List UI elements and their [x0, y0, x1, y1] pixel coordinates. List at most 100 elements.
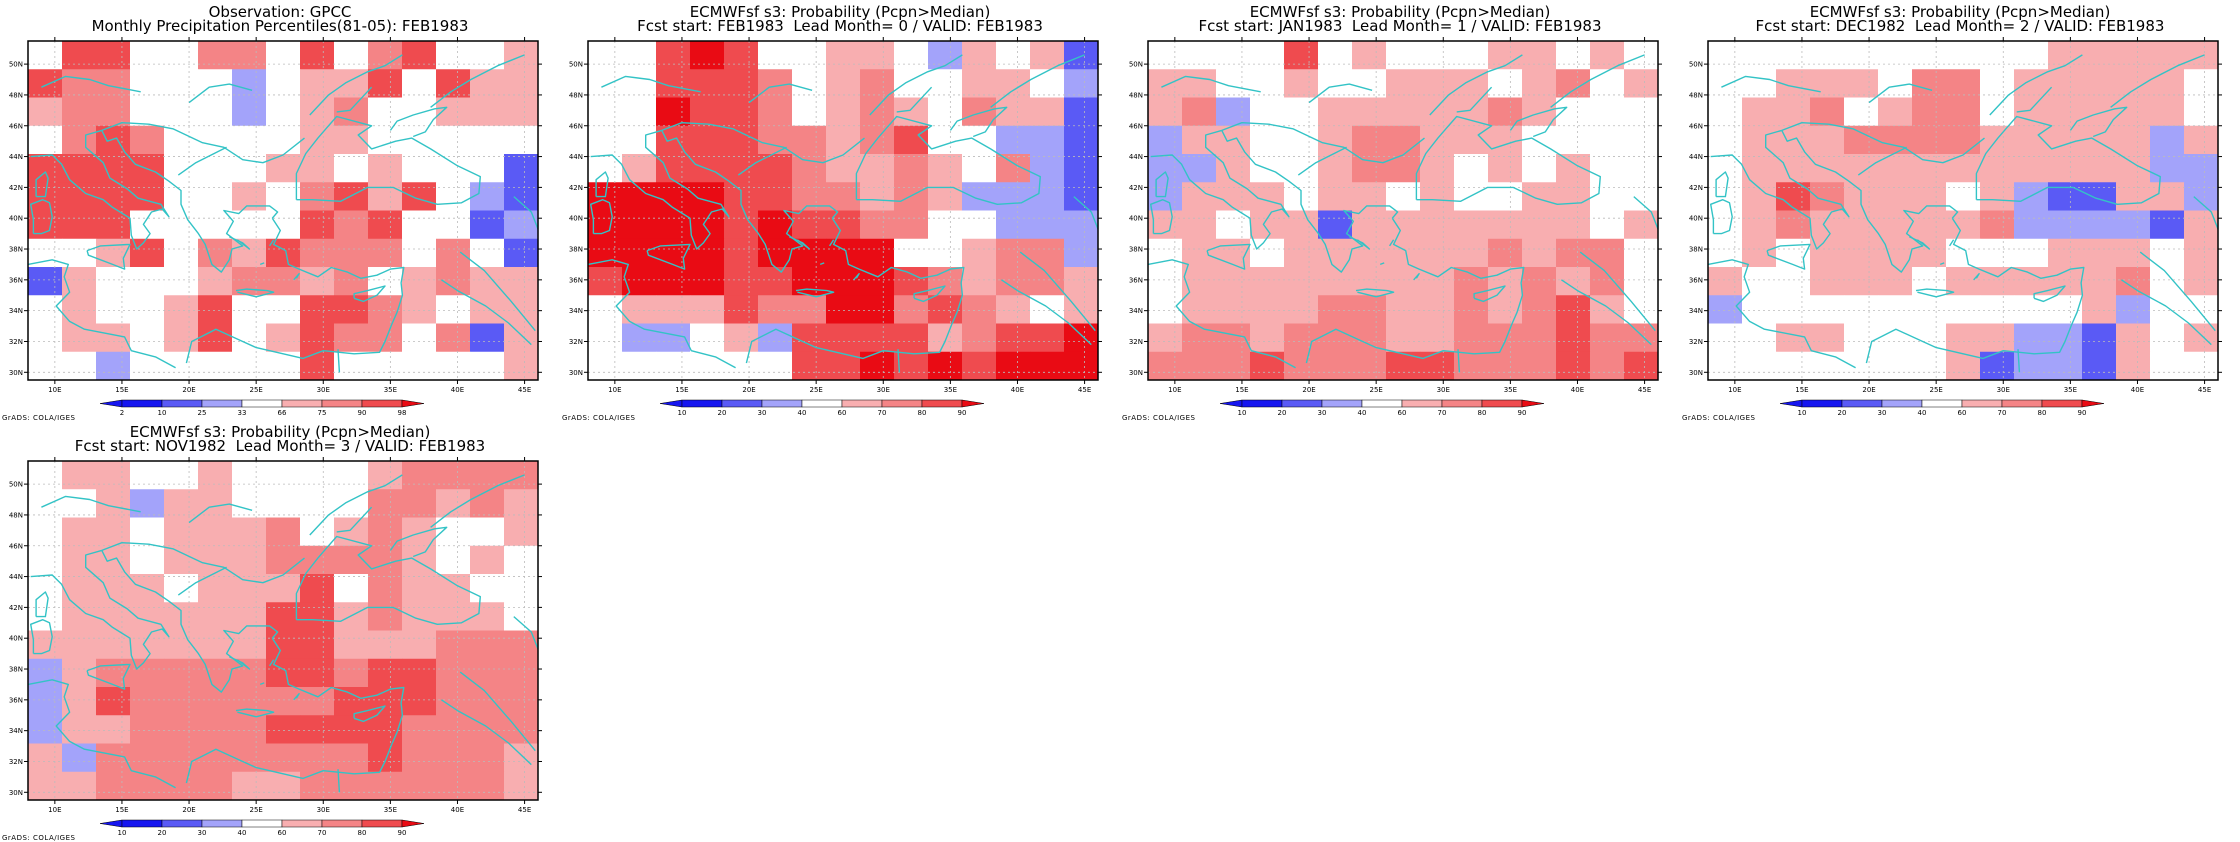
grid-cell [894, 41, 929, 70]
grid-cell [1352, 295, 1387, 324]
grid-cell [164, 295, 199, 324]
grid-cell [1148, 125, 1183, 155]
grid-cell [436, 210, 471, 240]
grid-cell [962, 41, 997, 70]
coastline [897, 349, 901, 373]
grid-cell [1556, 267, 1591, 296]
grid-cell [1420, 69, 1455, 98]
coastline [896, 86, 933, 113]
grid-cell [690, 351, 725, 381]
grid-cell [2184, 97, 2219, 127]
grid-cell [62, 771, 97, 801]
grid-cell [1284, 69, 1319, 98]
grid-cell [334, 267, 369, 296]
grid-cell [2150, 125, 2185, 155]
grid-cell [826, 210, 861, 240]
colorbar-label: 20 [158, 829, 167, 837]
grid-cell [300, 41, 335, 70]
grid-cell [1844, 210, 1879, 240]
grid-cell [1488, 295, 1523, 324]
grid-cell [130, 517, 165, 547]
lon-tick-label: 45E [518, 386, 531, 394]
grid-cell [504, 97, 539, 127]
grid-cell [1742, 154, 1777, 183]
grid-cell [198, 97, 233, 127]
grid-cell [1776, 351, 1811, 381]
grid-cell [96, 517, 131, 547]
grid-cell [96, 238, 131, 268]
grid-cell [1522, 267, 1557, 296]
grid-cell [996, 351, 1031, 381]
lat-tick-label: 30N [569, 369, 583, 377]
grid-cell [724, 154, 759, 183]
grid-cell [860, 41, 895, 70]
grid-cell [962, 182, 997, 211]
grid-cell [62, 489, 97, 518]
coastline [86, 243, 131, 270]
colorbar-segment [1241, 399, 1283, 408]
precip-map: 10E 15E 20E 25E 30E 35E 40E 45E 30N 32N 34N 36N 38N 4… [9, 37, 542, 417]
grid-cell [164, 41, 199, 70]
colorbar-segment [281, 819, 323, 828]
grid-cell [1556, 351, 1591, 381]
grid-cell [1064, 238, 1099, 268]
grid-cell [1030, 125, 1065, 155]
grid-cell [2048, 210, 2083, 240]
grid-cell [962, 154, 997, 183]
grid-cell [504, 210, 539, 240]
grid-cell [2116, 154, 2151, 183]
grid-cell [1318, 182, 1353, 211]
grid-cell [232, 295, 267, 324]
grid-cell [504, 517, 539, 547]
grid-cell [1420, 351, 1455, 381]
lat-tick-label: 44N [9, 573, 23, 581]
colorbar-label: 33 [238, 409, 247, 417]
coastline [2193, 196, 2219, 230]
coastline [229, 656, 251, 670]
grid-cells [1148, 41, 1659, 381]
grid-cell [1386, 295, 1421, 324]
colorbar-label: 90 [1518, 409, 1527, 417]
grid-cell [1030, 323, 1065, 353]
grid-cell [198, 771, 233, 801]
grid-cell [962, 238, 997, 268]
grid-cell [1708, 295, 1743, 324]
lat-tick-label: 36N [9, 696, 23, 704]
grid-cell [1590, 97, 1625, 127]
lat-tick-label: 42N [1129, 184, 1143, 192]
lat-tick-label: 30N [1689, 369, 1703, 377]
grid-cell [300, 630, 335, 660]
grid-cell [232, 574, 267, 603]
grid-cell [368, 238, 403, 268]
grid-cell [656, 154, 691, 183]
grid-cell [622, 351, 657, 381]
grid-cell [1216, 267, 1251, 296]
grid-cell [470, 574, 505, 603]
grid-cell [1030, 238, 1065, 268]
grid-cell [1946, 210, 1981, 240]
grid-cell [402, 630, 437, 660]
lon-tick-label: 25E [249, 806, 262, 814]
grid-cell [622, 210, 657, 240]
grid-cell [1742, 210, 1777, 240]
grid-cell [164, 489, 199, 518]
grid-cell [962, 97, 997, 127]
grid-cell [470, 182, 505, 211]
lon-tick-label: 40E [451, 386, 464, 394]
grid-cell [1844, 238, 1879, 268]
grid-cell [266, 41, 301, 70]
colorbar-label: 90 [958, 409, 967, 417]
colorbar-segment [1361, 399, 1403, 408]
grid-cell [436, 125, 471, 155]
colorbar-label: 60 [838, 409, 847, 417]
grid-cell [894, 210, 929, 240]
grid-cell [266, 295, 301, 324]
colorbar-segment [881, 399, 923, 408]
grid-cell [266, 489, 301, 518]
grid-cell [96, 771, 131, 801]
grid-cell [962, 69, 997, 98]
grid-cell [470, 210, 505, 240]
coastline [1456, 86, 1493, 113]
grid-cell [232, 489, 267, 518]
grid-cell [2116, 238, 2151, 268]
